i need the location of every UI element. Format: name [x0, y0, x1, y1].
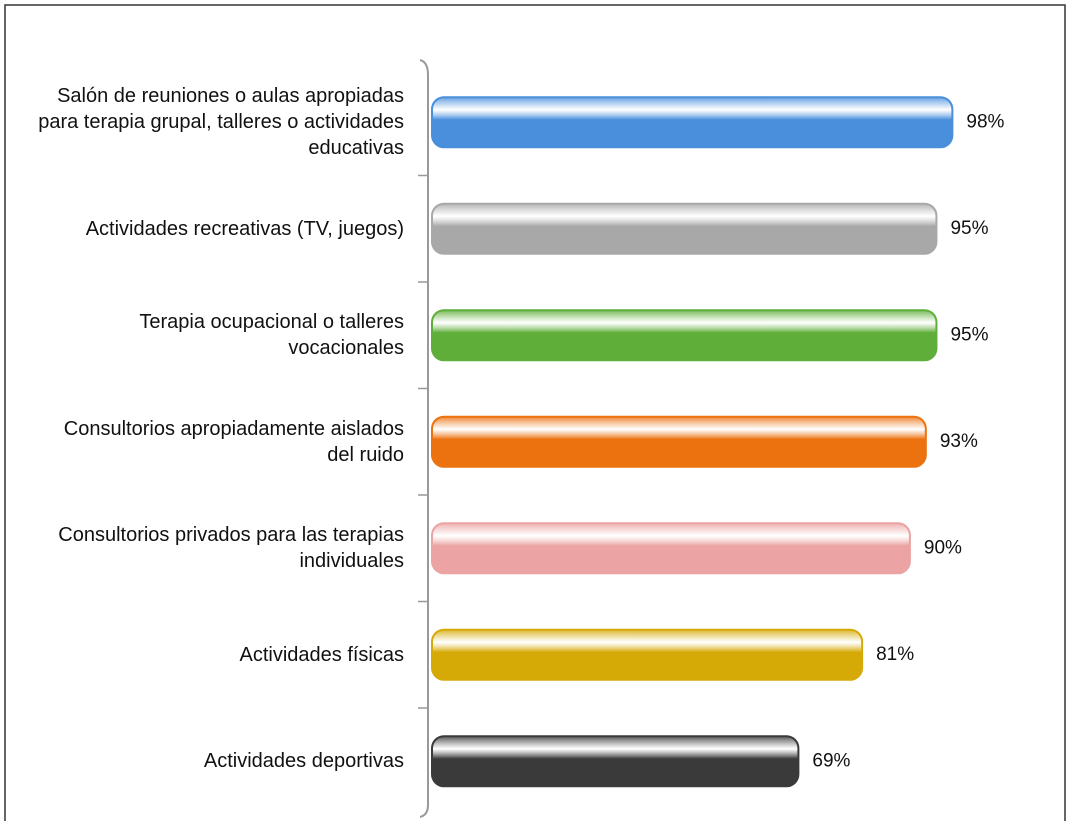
y-axis	[419, 59, 429, 818]
bar	[431, 309, 938, 362]
category-label: Actividades recreativas (TV, juegos)	[85, 217, 404, 240]
category-label: Actividades deportivas	[203, 750, 404, 772]
value-label: 95%	[950, 324, 988, 345]
value-label: 90%	[924, 537, 962, 558]
category-label: Salón de reuniones o aulas apropiadas pa…	[38, 85, 404, 159]
bar	[431, 522, 911, 575]
bar	[431, 628, 864, 681]
category-label: Terapia ocupacional o talleres vocaciona…	[139, 311, 404, 359]
frame	[4, 4, 1066, 821]
value-label: 98%	[966, 111, 1004, 132]
bar	[431, 202, 938, 255]
category-label: Actividades físicas	[239, 643, 404, 666]
value-label: 95%	[950, 218, 988, 239]
bar	[431, 96, 954, 149]
bar	[431, 415, 927, 468]
value-label: 81%	[876, 644, 914, 665]
category-label: Consultorios privados para las terapias …	[58, 524, 404, 572]
value-label: 93%	[940, 431, 978, 452]
category-label: Consultorios apropiadamente aislados del…	[63, 417, 404, 466]
bar	[431, 735, 800, 788]
value-label: 69%	[812, 750, 850, 771]
